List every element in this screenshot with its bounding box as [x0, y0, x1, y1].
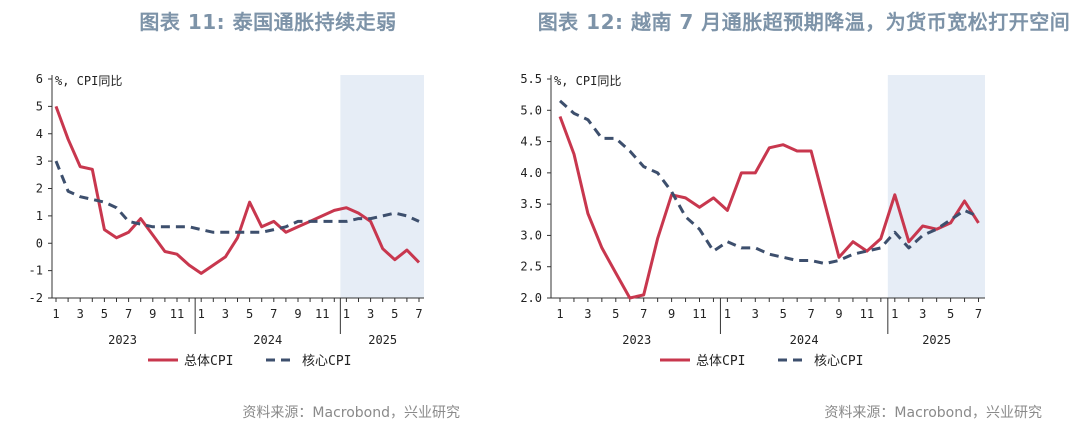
year-label: 2024 — [253, 333, 282, 347]
y-tick-label: 5 — [36, 99, 43, 113]
y-tick-label: 3 — [36, 154, 43, 168]
legend-label: 核心CPI — [302, 354, 351, 369]
y-tick-label: 2.5 — [520, 260, 542, 274]
year-label: 2023 — [108, 333, 137, 347]
y-tick-label: 0 — [36, 236, 43, 250]
y-tick-label: 1 — [36, 209, 43, 223]
x-tick-label: 3 — [222, 307, 229, 321]
y-tick-label: 5.0 — [520, 103, 542, 117]
series-line-core-cpi — [54, 160, 420, 234]
legend-label: 总体CPI — [696, 354, 745, 369]
chart-title: 图表 12: 越南 7 月通胀超预期降温，为货币宽松打开空间 — [537, 10, 1071, 34]
x-tick-label: 11 — [315, 307, 329, 321]
chart-vietnam-cpi: 2.02.53.03.54.04.55.05.51 3 5 7 9 11 1 3 5 7 9 11 1 3… — [520, 72, 985, 369]
series-line-core-cpi — [559, 99, 980, 266]
x-tick-label: 3 — [584, 307, 591, 321]
y-tick-label: -1 — [29, 264, 43, 278]
year-label: 2025 — [368, 333, 397, 347]
x-tick-label: 1 — [724, 307, 731, 321]
x-tick-label: 1 — [556, 307, 563, 321]
x-tick-label: 7 — [640, 307, 647, 321]
y-tick-label: 2.0 — [520, 291, 542, 305]
x-tick-label: 3 — [919, 307, 926, 321]
chart-source: 资料来源：Macrobond，兴业研究 — [242, 405, 460, 421]
year-label: 2023 — [622, 333, 651, 347]
y-tick-label: 2 — [36, 182, 43, 196]
x-tick-label: 1 — [52, 307, 59, 321]
y-tick-label: 3.5 — [520, 197, 542, 211]
x-tick-label: 3 — [367, 307, 374, 321]
x-tick-label: 11 — [860, 307, 874, 321]
y-tick-label: 6 — [36, 72, 43, 86]
legend-label: 核心CPI — [814, 354, 863, 369]
unit-label: %, CPI同比 — [554, 74, 621, 88]
y-tick-label: 4.5 — [520, 135, 542, 149]
x-tick-label: 5 — [246, 307, 253, 321]
shaded-region — [340, 75, 424, 298]
chart-title: 图表 11: 泰国通胀持续走弱 — [139, 10, 397, 34]
legend-label: 总体CPI — [184, 354, 233, 369]
x-tick-label: 7 — [807, 307, 814, 321]
x-tick-label: 3 — [77, 307, 84, 321]
x-tick-label: 1 — [198, 307, 205, 321]
y-tick-label: 3.0 — [520, 228, 542, 242]
x-tick-label: 7 — [125, 307, 132, 321]
x-tick-label: 7 — [415, 307, 422, 321]
x-tick-label: 9 — [668, 307, 675, 321]
x-tick-label: 5 — [947, 307, 954, 321]
x-tick-label: 9 — [294, 307, 301, 321]
y-tick-label: 5.5 — [520, 72, 542, 86]
x-tick-label: 3 — [752, 307, 759, 321]
y-tick-label: 4.0 — [520, 166, 542, 180]
x-tick-label: 5 — [612, 307, 619, 321]
chart-source: 资料来源：Macrobond，兴业研究 — [824, 405, 1042, 421]
shaded-region — [887, 75, 985, 298]
x-tick-label: 1 — [343, 307, 350, 321]
unit-label: %, CPI同比 — [55, 74, 122, 88]
x-tick-label: 5 — [391, 307, 398, 321]
x-tick-label: 7 — [270, 307, 277, 321]
x-tick-label: 9 — [835, 307, 842, 321]
x-tick-label: 11 — [692, 307, 706, 321]
y-tick-label: -2 — [29, 291, 43, 305]
x-tick-label: 1 — [891, 307, 898, 321]
year-label: 2025 — [922, 333, 951, 347]
x-tick-label: 9 — [149, 307, 156, 321]
series-line-headline-cpi — [558, 115, 980, 300]
chart-panel-thailand: 图表 11: 泰国通胀持续走弱 -2 -1 0 1 2 3 4 5 6 1 3 5 7 9 11 1 3 5 7 9 1… — [29, 10, 460, 421]
y-tick-label: 4 — [36, 127, 43, 141]
x-tick-label: 7 — [975, 307, 982, 321]
x-tick-label: 11 — [170, 307, 184, 321]
series-line-headline-cpi — [54, 105, 421, 275]
x-tick-label: 5 — [780, 307, 787, 321]
x-tick-label: 5 — [101, 307, 108, 321]
year-label: 2024 — [790, 333, 819, 347]
chart-panel-vietnam: 图表 12: 越南 7 月通胀超预期降温，为货币宽松打开空间 2.0 2.5 3.0… — [520, 0, 1072, 425]
